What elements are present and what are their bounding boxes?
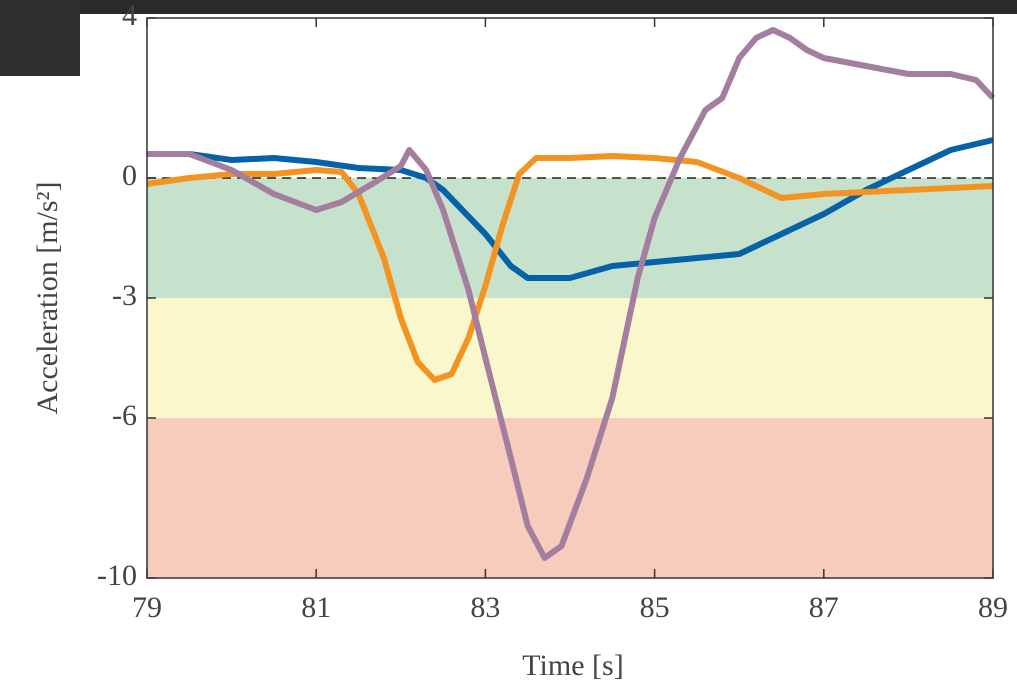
x-tick-label: 89 <box>978 591 1008 624</box>
y-tick-label: -10 <box>97 559 137 592</box>
x-tick-label: 81 <box>301 591 331 624</box>
x-axis-label: Time [s] <box>522 649 623 682</box>
x-tick-label: 83 <box>470 591 500 624</box>
y-tick-label: -3 <box>112 279 137 312</box>
background-photo-strip <box>0 0 1017 14</box>
data-line <box>147 137 994 281</box>
data-line <box>147 27 996 561</box>
y-tick-label: 0 <box>122 159 137 192</box>
background-photo-corner <box>0 0 80 76</box>
y-tick-label: 4 <box>122 0 137 32</box>
plot-area <box>146 17 996 579</box>
data-line <box>146 153 994 383</box>
x-tick-label: 85 <box>640 591 670 624</box>
y-tick-label: -6 <box>112 399 137 432</box>
risk-band <box>147 418 993 578</box>
risk-band <box>147 298 993 418</box>
y-axis-label: Acceleration [m/s²] <box>31 181 64 414</box>
x-tick-label: 79 <box>132 591 162 624</box>
x-tick-label: 87 <box>809 591 839 624</box>
